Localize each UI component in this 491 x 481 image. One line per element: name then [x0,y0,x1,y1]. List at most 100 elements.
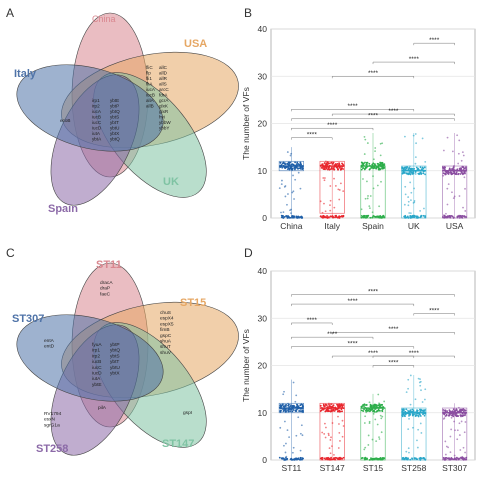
data-point [422,214,425,217]
data-point [298,216,301,218]
data-point [457,406,460,409]
significance-label: **** [368,70,379,77]
data-point [285,455,288,458]
data-point [340,408,343,411]
data-point [451,150,454,153]
data-point [377,393,380,396]
y-tick-label: 0 [262,455,267,465]
data-point [342,425,345,427]
data-point [300,424,303,427]
venn-a-gene-usa: gcrA [159,98,169,103]
data-point [457,415,460,417]
data-point [374,166,376,169]
data-point [362,167,364,170]
data-point [284,195,287,198]
data-point [278,456,281,459]
data-point [341,435,344,438]
data-point [329,410,332,413]
venn-c-gene-st11: dracA [100,280,113,286]
y-tick-label: 20 [258,119,268,129]
data-point [460,159,463,162]
data-point [372,458,375,460]
venn-c-gene-core: iutA [92,376,101,382]
data-point [449,451,452,454]
data-point [366,161,369,164]
venn-c-gene-core: irp2 [92,353,100,359]
data-point [323,162,326,164]
venn-a-gene-core: ybtQ [110,137,120,142]
venn-c-label-st307: ST307 [12,313,44,325]
data-point [378,436,380,438]
venn-c-gene-core: fyuA [92,342,102,348]
data-point [447,446,450,449]
venn-a-gene-core: iucB [92,115,101,120]
panel-a-letter: A [6,6,14,20]
data-point [280,211,282,214]
x-tick-label: Spain [362,221,384,231]
data-point [459,449,462,451]
data-point [364,409,367,412]
data-point [364,446,367,449]
significance-bracket [291,346,415,349]
data-point [339,404,342,406]
data-point [452,197,455,200]
data-point [330,167,333,170]
data-point [416,446,419,449]
data-point [401,172,404,175]
data-point [448,414,451,417]
data-point [338,423,340,425]
data-point [464,210,467,212]
data-point [341,405,344,408]
data-point [404,217,406,219]
data-point [410,191,413,194]
data-point [338,163,341,166]
data-point [365,163,368,166]
data-point [285,442,287,445]
data-point [290,163,293,166]
data-point [401,166,404,169]
data-point [289,167,292,169]
data-point [373,410,376,413]
significance-label: **** [409,350,420,357]
data-point [382,166,385,169]
venn-c-label-st147: ST147 [162,438,194,450]
significance-label: **** [327,331,338,338]
data-point [287,193,289,195]
data-point [412,171,415,174]
data-point [339,167,341,169]
data-point [418,173,420,176]
x-tick-label: ST15 [363,463,384,473]
data-point [372,187,375,190]
data-point [368,401,371,404]
venn-c-gene-st15: gspC [160,333,172,339]
data-point [420,457,423,460]
data-point [368,420,371,423]
data-point [463,167,466,170]
data-point [419,413,421,416]
data-point [279,426,282,429]
data-point [407,168,410,171]
data-point [364,457,367,459]
data-point [404,135,406,138]
data-point [299,161,302,164]
data-point [414,133,417,135]
significance-label: **** [388,326,399,333]
data-point [324,404,327,407]
venn-a-gene-italy: ecoB [60,118,70,123]
data-point [323,179,326,182]
data-point [443,166,446,169]
data-point [380,417,383,420]
data-point [447,173,450,175]
venn-a-gene-core: iucD [92,126,102,131]
data-point [374,457,376,460]
data-point [332,408,335,411]
chart-b: 0 10 20 30 40 The number of VFs China Italy Spai… [241,24,476,231]
significance-bracket [291,137,333,140]
data-point [445,445,448,448]
data-point [373,163,376,165]
venn-a-gene-core: ybtU [110,126,119,131]
data-point [283,185,286,188]
data-point [375,215,378,218]
venn-a-gene-usa: allA [146,98,155,103]
data-point [419,216,422,219]
